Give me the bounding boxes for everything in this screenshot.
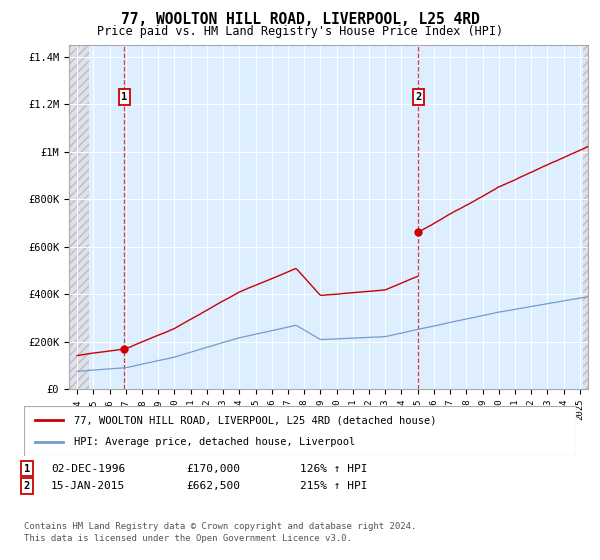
FancyBboxPatch shape (24, 406, 576, 456)
Text: 1: 1 (24, 464, 30, 474)
Text: 2: 2 (415, 92, 421, 102)
Text: Contains HM Land Registry data © Crown copyright and database right 2024.
This d: Contains HM Land Registry data © Crown c… (24, 522, 416, 543)
Text: 215% ↑ HPI: 215% ↑ HPI (300, 481, 367, 491)
Text: £170,000: £170,000 (186, 464, 240, 474)
Text: Price paid vs. HM Land Registry's House Price Index (HPI): Price paid vs. HM Land Registry's House … (97, 25, 503, 38)
Bar (583, 45, 588, 389)
Text: 77, WOOLTON HILL ROAD, LIVERPOOL, L25 4RD (detached house): 77, WOOLTON HILL ROAD, LIVERPOOL, L25 4R… (74, 415, 436, 425)
Text: HPI: Average price, detached house, Liverpool: HPI: Average price, detached house, Live… (74, 437, 355, 447)
Text: 15-JAN-2015: 15-JAN-2015 (51, 481, 125, 491)
Text: £662,500: £662,500 (186, 481, 240, 491)
Text: 02-DEC-1996: 02-DEC-1996 (51, 464, 125, 474)
Text: 2: 2 (24, 481, 30, 491)
Text: 126% ↑ HPI: 126% ↑ HPI (300, 464, 367, 474)
Text: 1: 1 (121, 92, 128, 102)
Text: 77, WOOLTON HILL ROAD, LIVERPOOL, L25 4RD: 77, WOOLTON HILL ROAD, LIVERPOOL, L25 4R… (121, 12, 479, 27)
Bar (69, 45, 89, 389)
